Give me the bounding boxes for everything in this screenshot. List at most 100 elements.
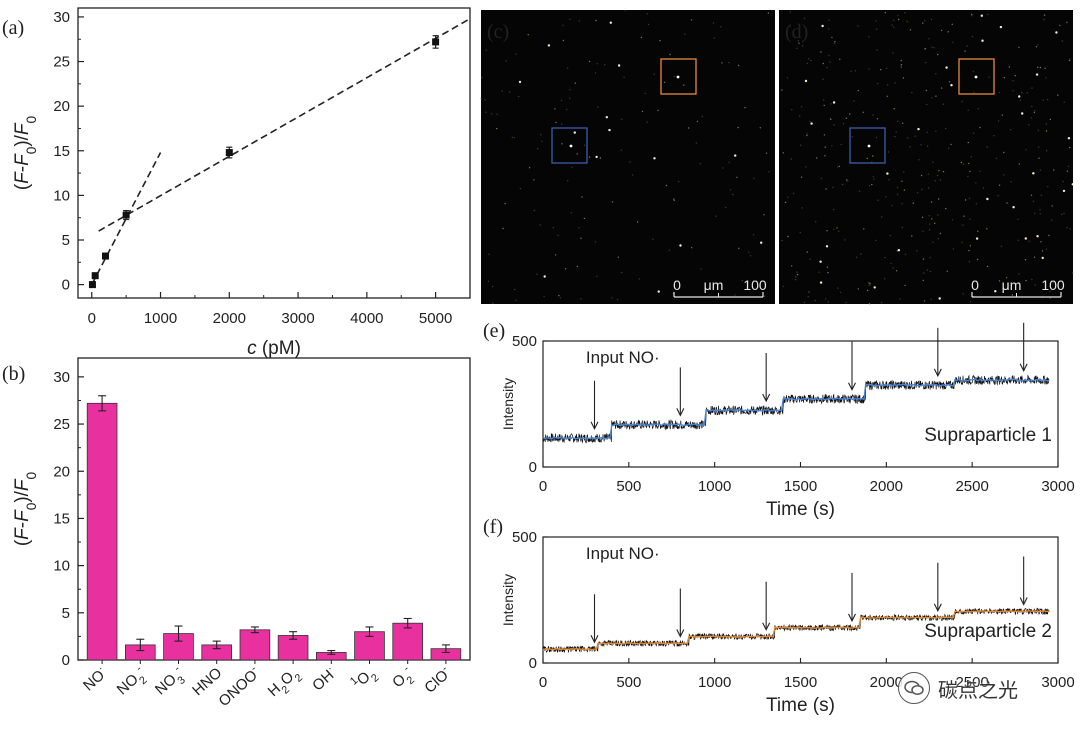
x-tick-label: 2000 [213,310,246,327]
smoothed-trace [542,610,1050,651]
fluorescent-spot [972,132,975,134]
input-arrow-head [762,622,771,631]
fluorescent-spot [820,177,823,180]
fluorescent-spot [597,106,599,108]
fluorescent-spot [950,143,952,146]
fluorescent-spot [884,278,886,280]
fluorescent-spot [789,25,791,27]
fluorescent-spot [781,89,783,91]
fluorescent-spot [907,137,909,139]
fluorescent-spot [875,20,877,22]
fluorescent-spot [839,58,841,60]
fluorescent-spot [1037,66,1039,69]
fluorescent-spot [1017,239,1020,241]
fluorescent-spot [940,87,943,89]
label-part: F [12,527,33,540]
fluorescent-spot [875,239,877,242]
x-tick-label: 1O2 [348,663,382,697]
y-tick-label: 10 [53,187,70,204]
fluorescent-spot [885,196,887,198]
x-tick-label: 2500 [955,478,988,495]
fluorescent-spot [950,84,953,87]
fluorescent-spot [722,167,724,169]
x-tick-label: 5000 [419,310,452,327]
fluorescent-spot [581,196,583,198]
fluorescent-spot [765,152,768,154]
fluorescent-spot [869,284,871,287]
fluorescent-spot [952,41,954,44]
input-arrow-head [848,613,856,623]
fluorescent-spot [824,146,826,148]
fluorescent-spot [1042,99,1045,101]
fluorescent-spot [620,118,623,120]
fluorescent-spot [513,137,515,139]
fluorescent-spot [868,68,870,70]
label-part: NO [152,671,180,699]
label-part: NO [114,671,142,699]
input-annotation: Input NO· [586,348,660,367]
fluorescent-spot [976,258,979,261]
fluorescent-spot [595,155,598,159]
fluorescent-spot [647,23,650,26]
fluorescent-spot [1039,66,1042,69]
fluorescent-spot [791,109,793,111]
fluorescent-spot [484,99,486,101]
data-point [122,211,130,219]
fluorescent-spot [801,45,804,47]
fluorescent-spot [842,123,845,125]
fluorescent-spot [804,79,808,83]
fluorescent-spot [896,186,899,189]
fluorescent-spot [803,17,806,19]
y-tick-label: 25 [53,54,70,71]
fluorescent-spot [806,133,808,135]
fluorescent-spot [846,179,848,181]
fluorescent-spot [860,253,862,255]
fluorescent-spot [527,34,529,36]
fluorescent-spot [1034,110,1036,112]
fluorescent-spot [1018,273,1020,275]
fluorescent-spot [832,186,834,189]
fluorescent-spot [951,219,954,221]
fluorescent-spot [822,78,824,80]
fluorescent-spot [810,59,812,62]
fluorescent-spot [830,103,832,105]
fluorescent-spot [696,120,699,123]
fluorescent-spot [571,166,573,169]
fluorescent-spot [1053,169,1055,171]
fluorescent-spot [904,253,907,256]
series-label: Supraparticle 2 [924,621,1052,642]
label-part: - [248,663,259,675]
fluorescent-spot [496,113,498,116]
fluorescent-spot [519,187,522,190]
fluorescent-spot [975,203,978,205]
fluorescent-spot [997,120,1000,122]
fluorescent-spot [700,268,702,270]
fluorescent-spot [583,217,586,220]
fluorescent-spot [515,299,517,301]
fluorescent-spot [966,45,968,47]
fluorescent-spot [537,148,539,150]
fluorescent-spot [567,180,569,182]
fluorescent-spot [808,291,810,293]
panel-label: (a) [2,17,24,39]
fluorescent-spot [831,36,833,39]
fluorescent-spot [578,20,580,22]
fluorescent-spot [1040,241,1042,243]
fluorescent-spot [566,67,569,69]
fluorescent-spot [1021,91,1023,94]
fluorescent-spot [502,227,504,230]
panel-label: (b) [2,363,25,385]
fluorescent-spot [897,120,899,123]
fluorescent-spot [737,126,739,129]
label-part: )/ [12,134,33,146]
x-tick-label: 500 [616,478,641,495]
fluorescent-spot [929,256,931,259]
y-axis-title: (F-F0)/F0 [12,471,39,546]
fluorescent-spot [588,60,591,63]
y-tick-label: 15 [53,510,70,527]
fluorescent-spot [938,198,940,200]
fluorescent-spot [691,247,693,249]
fluorescent-spot [505,60,507,62]
fluorescent-spot [858,190,861,192]
fluorescent-spot [580,298,582,300]
